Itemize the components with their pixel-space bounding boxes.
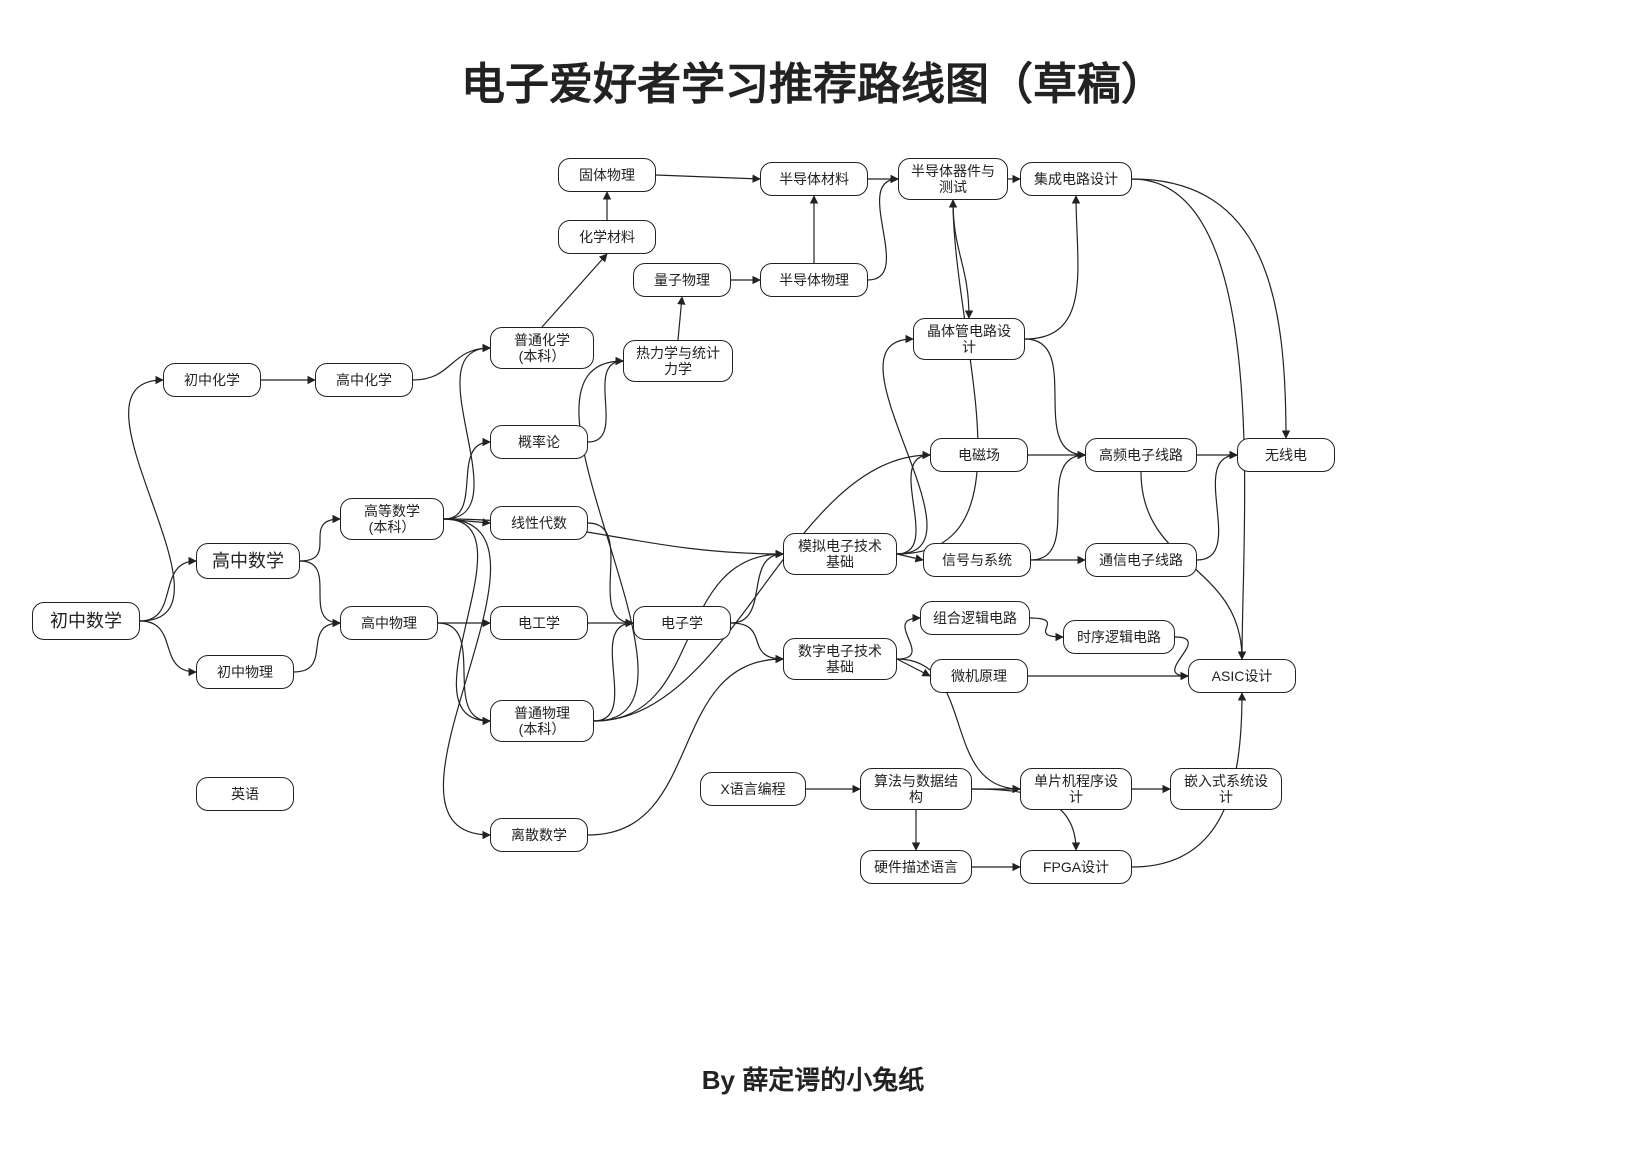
- edge-electronics-to-analog: [731, 554, 783, 623]
- edge-sr_chem-to-gen_chem: [413, 348, 490, 380]
- edge-ic_design-to-asic: [1132, 179, 1245, 659]
- node-sr_phys: 高中物理: [340, 606, 438, 640]
- edge-trans_ckt-to-ic_design: [1025, 196, 1078, 339]
- node-comm_ckt: 通信电子线路: [1085, 543, 1197, 577]
- edge-col_math-to-gen_chem: [444, 348, 490, 519]
- edge-col_math-to-disc_math: [443, 519, 490, 835]
- node-jr_math: 初中数学: [32, 602, 140, 640]
- node-sig_sys: 信号与系统: [923, 543, 1031, 577]
- node-gen_chem: 普通化学 (本科）: [490, 327, 594, 369]
- node-jr_chem: 初中化学: [163, 363, 261, 397]
- node-disc_math: 离散数学: [490, 818, 588, 852]
- edge-col_math-to-prob: [444, 442, 490, 519]
- node-algo: 算法与数据结 构: [860, 768, 972, 810]
- node-xlang: X语言编程: [700, 772, 806, 806]
- edge-jr_phys-to-sr_phys: [294, 623, 340, 672]
- edge-gen_chem-to-chem_mat: [542, 254, 607, 327]
- edge-gen_phys-to-electronics: [594, 623, 633, 721]
- node-prob: 概率论: [490, 425, 588, 459]
- edge-sr_math-to-col_math: [300, 519, 340, 561]
- node-seq_logic: 时序逻辑电路: [1063, 620, 1175, 654]
- edge-solid_phys-to-semi_mat: [656, 175, 760, 179]
- edge-disc_math-to-digital: [588, 659, 783, 835]
- node-hf_ckt: 高频电子线路: [1085, 438, 1197, 472]
- edge-sr_math-to-sr_phys: [300, 561, 340, 623]
- page-subtitle: By 薛定谔的小兔纸: [0, 1060, 1626, 1097]
- edge-analog-to-trans_ckt: [883, 339, 927, 554]
- node-radio: 无线电: [1237, 438, 1335, 472]
- edge-jr_math-to-jr_chem: [129, 380, 175, 621]
- node-sr_math: 高中数学: [196, 543, 300, 579]
- node-comb_logic: 组合逻辑电路: [920, 601, 1030, 635]
- node-micro_princ: 微机原理: [930, 659, 1028, 693]
- node-sr_chem: 高中化学: [315, 363, 413, 397]
- edge-prob-to-thermo: [588, 361, 623, 442]
- node-jr_phys: 初中物理: [196, 655, 294, 689]
- edge-comb_logic-to-seq_logic: [1030, 618, 1063, 637]
- node-quantum: 量子物理: [633, 263, 731, 297]
- node-emfield: 电磁场: [930, 438, 1028, 472]
- node-solid_phys: 固体物理: [558, 158, 656, 192]
- edge-sig_sys-to-hf_ckt: [1031, 455, 1085, 560]
- node-electronics: 电子学: [633, 606, 731, 640]
- edge-thermo-to-quantum: [678, 297, 682, 340]
- node-gen_phys: 普通物理 (本科）: [490, 700, 594, 742]
- edge-jr_math-to-sr_math: [140, 561, 196, 621]
- edge-jr_math-to-jr_phys: [140, 621, 196, 672]
- node-elec_eng: 电工学: [490, 606, 588, 640]
- edge-gen_phys-to-thermo: [579, 361, 638, 721]
- node-embed: 嵌入式系统设 计: [1170, 768, 1282, 810]
- edge-ic_design-to-radio: [1132, 179, 1286, 438]
- edge-comm_ckt-to-radio: [1197, 455, 1237, 560]
- node-trans_ckt: 晶体管电路设 计: [913, 318, 1025, 360]
- edge-lin_alg-to-electronics: [588, 523, 633, 623]
- edge-col_math-to-gen_phys: [444, 519, 490, 721]
- node-semi_dev: 半导体器件与 测试: [898, 158, 1008, 200]
- edge-sr_phys-to-gen_phys: [438, 623, 490, 721]
- node-thermo: 热力学与统计 力学: [623, 340, 733, 382]
- node-digital: 数字电子技术 基础: [783, 638, 897, 680]
- edge-semi_dev-to-trans_ckt: [953, 200, 969, 318]
- node-analog: 模拟电子技术 基础: [783, 533, 897, 575]
- edge-gen_phys-to-emfield: [594, 455, 930, 721]
- edge-analog-to-sig_sys: [897, 554, 923, 560]
- node-semi_mat: 半导体材料: [760, 162, 868, 196]
- edge-analog-to-emfield: [897, 455, 930, 554]
- node-hdl: 硬件描述语言: [860, 850, 972, 884]
- edge-analog-to-semi_dev: [897, 200, 978, 554]
- edge-col_math-to-lin_alg: [444, 519, 490, 523]
- node-lin_alg: 线性代数: [490, 506, 588, 540]
- node-fpga: FPGA设计: [1020, 850, 1132, 884]
- node-mcu_prog: 单片机程序设 计: [1020, 768, 1132, 810]
- edge-seq_logic-to-asic: [1175, 637, 1189, 676]
- edge-electronics-to-digital: [731, 623, 783, 659]
- node-chem_mat: 化学材料: [558, 220, 656, 254]
- edge-semi_phys-to-semi_dev: [868, 179, 898, 280]
- node-asic: ASIC设计: [1188, 659, 1296, 693]
- node-semi_phys: 半导体物理: [760, 263, 868, 297]
- edge-trans_ckt-to-hf_ckt: [1025, 339, 1085, 455]
- edge-digital-to-micro_princ: [897, 659, 930, 676]
- diagram-canvas: 电子爱好者学习推荐路线图（草稿） By 薛定谔的小兔纸 初中数学 初中化学 高中化学…: [0, 0, 1626, 1161]
- node-col_math: 高等数学 (本科）: [340, 498, 444, 540]
- page-title: 电子爱好者学习推荐路线图（草稿）: [0, 48, 1626, 112]
- node-ic_design: 集成电路设计: [1020, 162, 1132, 196]
- node-english: 英语: [196, 777, 294, 811]
- edge-digital-to-comb_logic: [897, 618, 920, 659]
